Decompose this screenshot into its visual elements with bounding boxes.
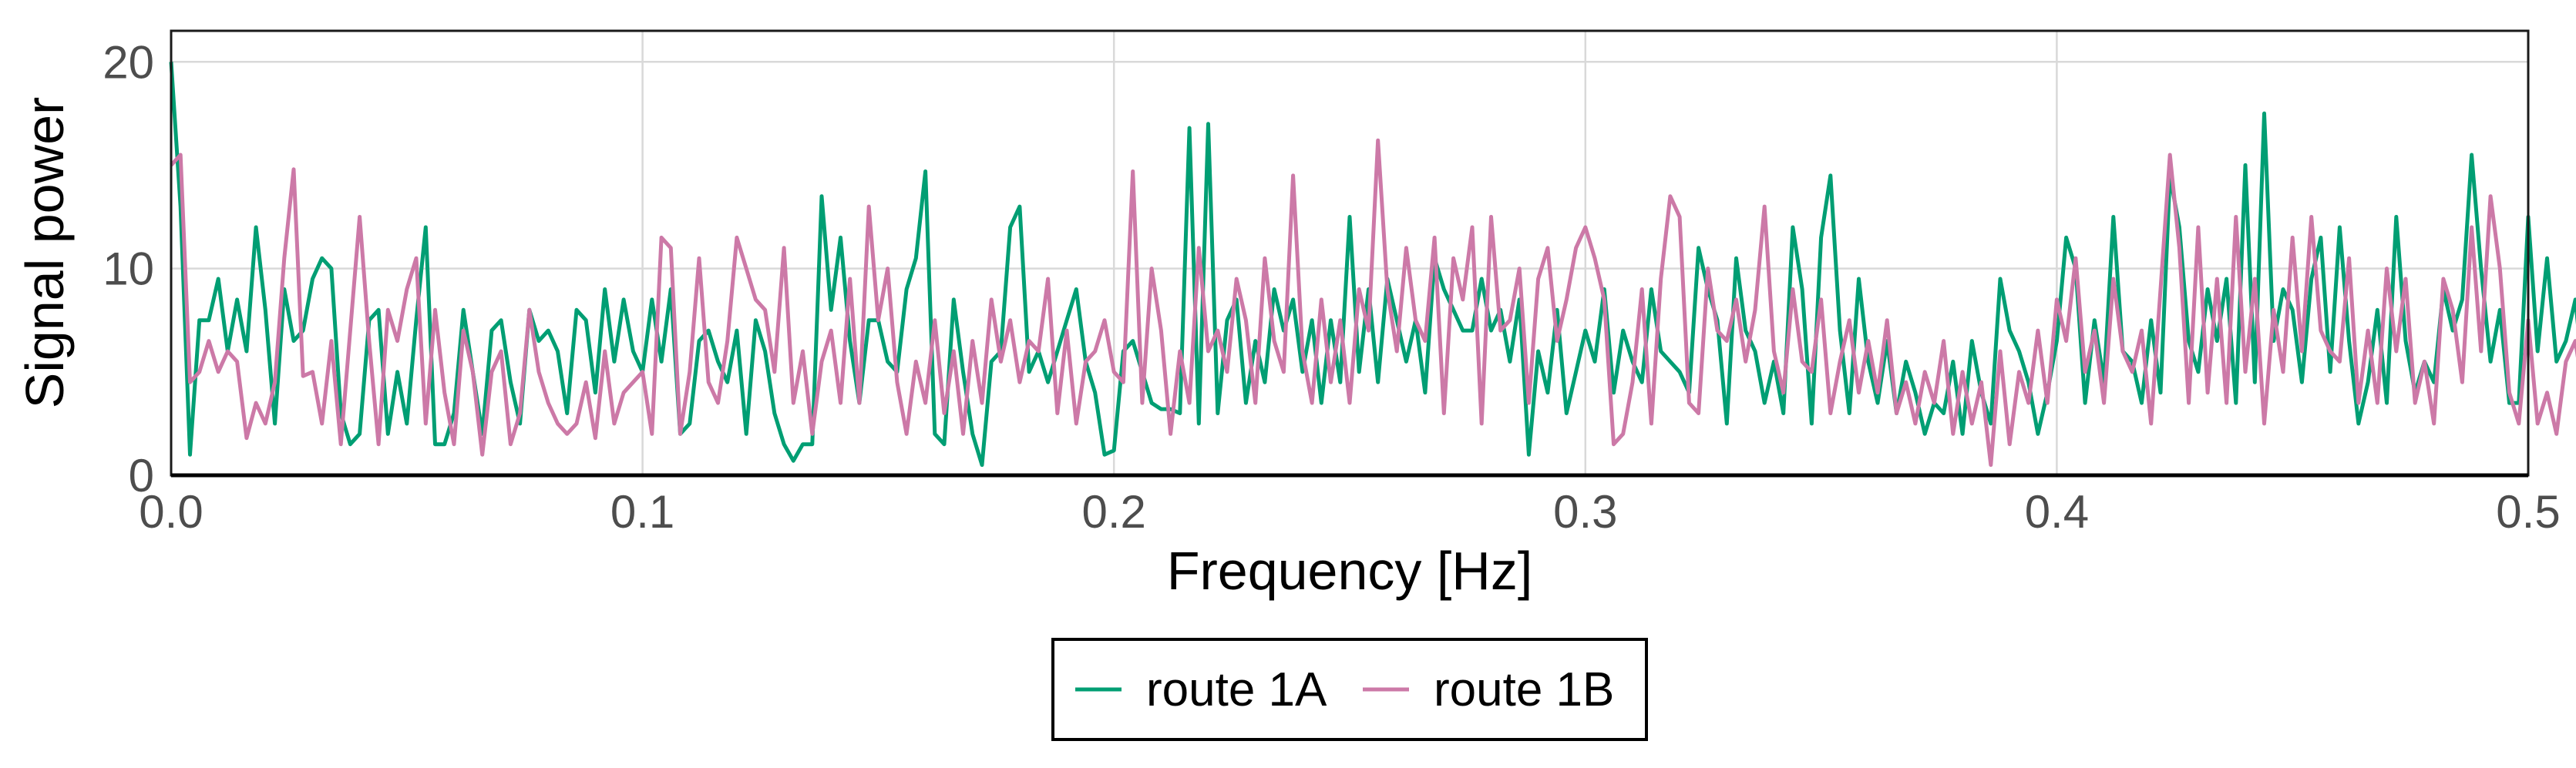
y-tick-label: 20 bbox=[103, 36, 154, 88]
legend-label: route 1A bbox=[1146, 663, 1327, 716]
legend-items: route 1A route 1B bbox=[1075, 663, 1614, 716]
series-line-route-1b bbox=[170, 138, 2576, 468]
y-axis-title: Signal power bbox=[15, 97, 75, 409]
series-layer bbox=[169, 62, 2576, 468]
plot-area bbox=[169, 29, 2576, 478]
x-tick-label: 0.1 bbox=[610, 486, 674, 538]
legend-box bbox=[1051, 638, 1648, 741]
x-tick-label: 0.0 bbox=[139, 486, 203, 538]
x-tick-label: 0.4 bbox=[2025, 486, 2089, 538]
x-tick-label: 0.2 bbox=[1081, 486, 1145, 538]
x-tick-label: 0.3 bbox=[1553, 486, 1617, 538]
legend: route 1A route 1B bbox=[1051, 638, 1648, 741]
gridlines bbox=[171, 31, 2528, 475]
x-axis-title: Frequency [Hz] bbox=[1167, 541, 1533, 601]
y-tick-labels: 0 10 20 bbox=[103, 36, 154, 501]
x-tick-labels: 0.0 0.1 0.2 0.3 0.4 0.5 bbox=[139, 486, 2560, 538]
x-tick-label: 0.5 bbox=[2496, 486, 2560, 538]
legend-label: route 1B bbox=[1434, 663, 1614, 716]
series-line-route-1a bbox=[169, 62, 2576, 468]
y-tick-label: 0 bbox=[129, 450, 154, 501]
y-tick-label: 10 bbox=[103, 243, 154, 295]
